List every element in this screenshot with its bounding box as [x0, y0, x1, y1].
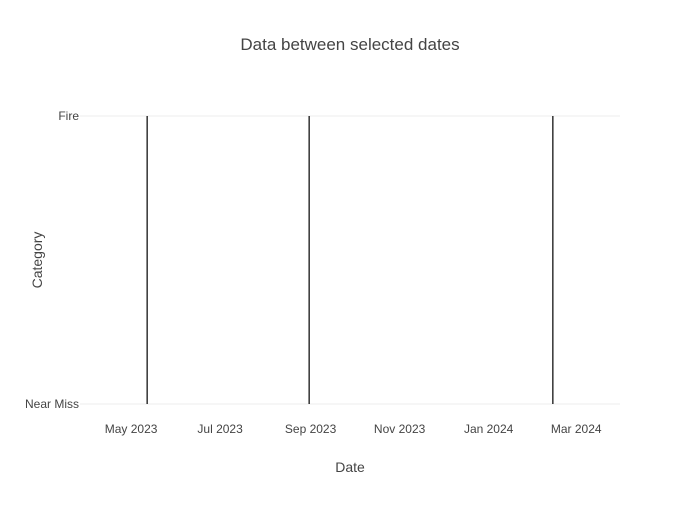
x-axis-title: Date	[335, 459, 365, 475]
x-tick-label: Jan 2024	[464, 422, 514, 436]
gridlines	[80, 115, 620, 405]
chart-title: Data between selected dates	[240, 35, 459, 54]
y-axis-title: Category	[29, 232, 45, 289]
x-tick-label: Nov 2023	[374, 422, 426, 436]
x-tick-label: May 2023	[105, 422, 158, 436]
y-axis-ticks: Near Miss Fire	[25, 109, 79, 411]
series-lines	[146, 116, 554, 404]
y-tick-label: Near Miss	[25, 397, 79, 411]
x-tick-label: Mar 2024	[551, 422, 602, 436]
x-tick-label: Sep 2023	[285, 422, 337, 436]
x-axis-ticks: May 2023 Jul 2023 Sep 2023 Nov 2023 Jan 2024…	[105, 422, 602, 436]
x-tick-label: Jul 2023	[197, 422, 243, 436]
y-tick-label: Fire	[58, 109, 79, 123]
